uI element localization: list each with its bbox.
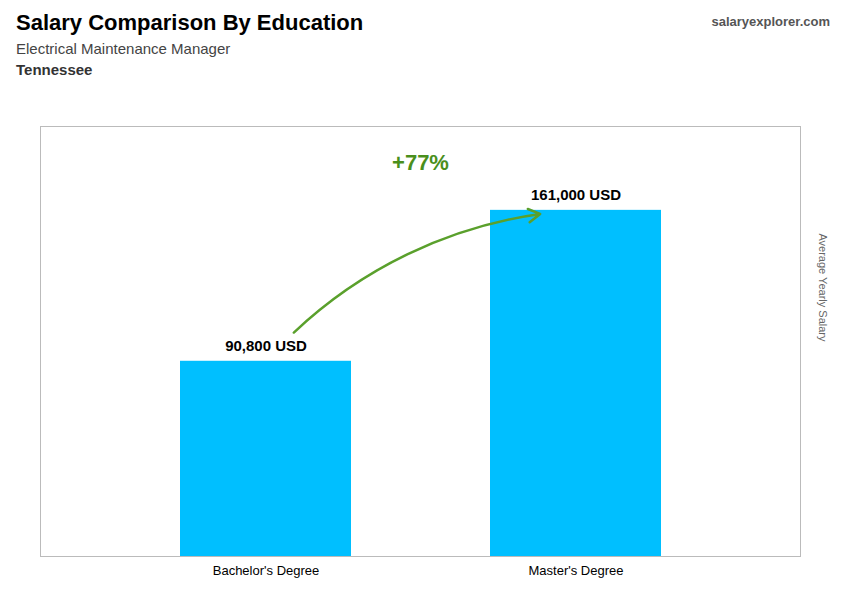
html-text:Tennessee: Tennessee: [16, 61, 93, 78]
svg-text:161,000 USD: 161,000 USD: [531, 186, 621, 203]
svg-text:Average Yearly Salary: Average Yearly Salary: [817, 233, 829, 342]
svg-text:90,800 USD: 90,800 USD: [225, 337, 307, 354]
html-text:salaryexplorer.com: salaryexplorer.com: [711, 14, 830, 29]
svg-text:Master's Degree: Master's Degree: [529, 563, 624, 578]
svg-text:Bachelor's Degree: Bachelor's Degree: [213, 563, 320, 578]
html-text:Salary Comparison By Education: Salary Comparison By Education: [16, 10, 364, 35]
html-text:Electrical Maintenance Manager: Electrical Maintenance Manager: [16, 40, 231, 57]
svg-text:+77%: +77%: [392, 150, 449, 175]
